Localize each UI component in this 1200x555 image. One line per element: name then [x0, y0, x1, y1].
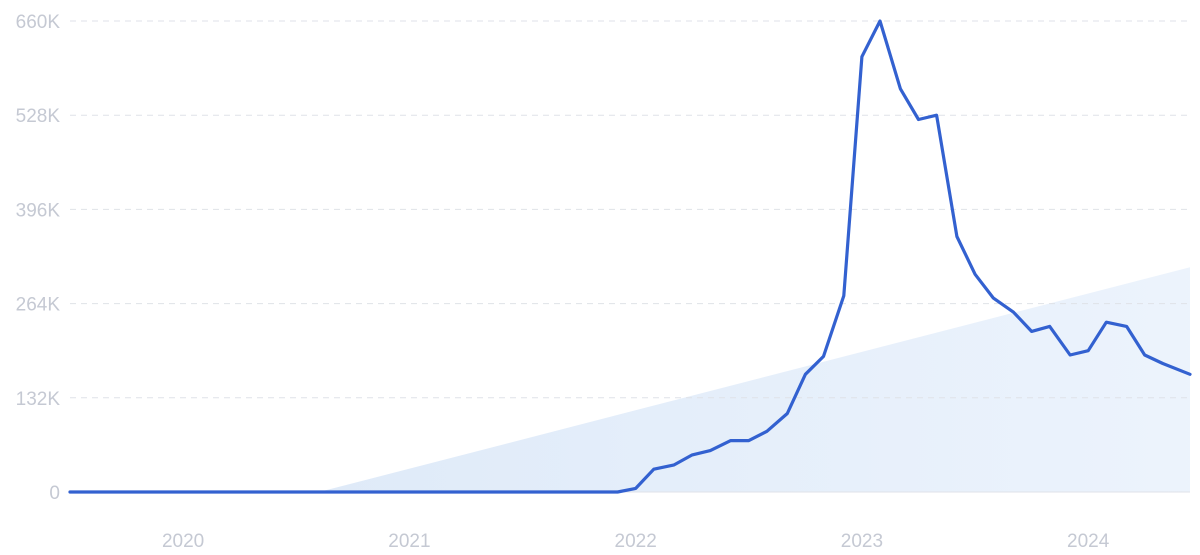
x-tick-label: 2024: [1067, 531, 1110, 552]
x-axis-tick-labels: 2020 2021 2022 2023 2024: [162, 531, 1110, 552]
x-tick-label: 2021: [388, 531, 430, 552]
x-tick-label: 2022: [615, 531, 657, 552]
y-tick-label: 132K: [16, 389, 61, 410]
series-line: [68, 19, 1192, 494]
y-tick-label: 396K: [16, 200, 61, 221]
y-tick-label: 0: [49, 483, 60, 504]
trend-area: [318, 267, 1190, 492]
y-tick-label: 528K: [16, 106, 61, 127]
series-layer: [68, 19, 1192, 494]
trend-area-layer: [318, 267, 1190, 492]
x-tick-label: 2020: [162, 531, 204, 552]
y-axis-tick-labels: 0 132K 264K 396K 528K 660K: [16, 12, 61, 504]
y-tick-label: 264K: [16, 295, 61, 316]
x-tick-label: 2023: [841, 531, 883, 552]
y-tick-label: 660K: [16, 12, 61, 33]
